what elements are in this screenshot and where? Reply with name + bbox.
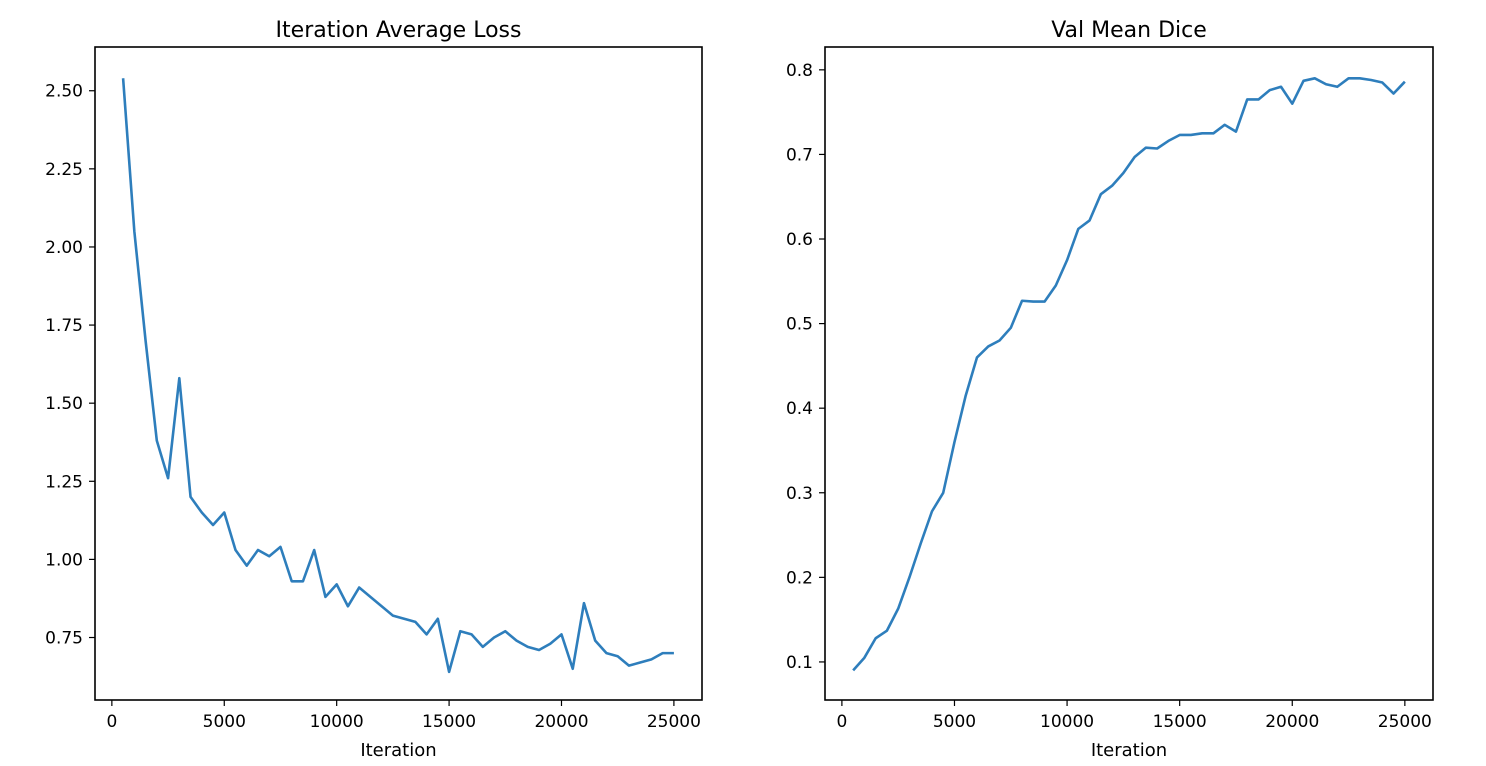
y-tick-label: 0.4	[786, 399, 813, 419]
y-tick-label: 1.75	[45, 316, 83, 336]
y-tick-label: 0.8	[786, 61, 813, 81]
series-line	[852, 77, 1406, 672]
chart-2: Val Mean Dice 0 5000 10000 15000 20000 25000 0.…	[786, 18, 1434, 761]
chart-title: Val Mean Dice	[1051, 18, 1207, 43]
x-axis-label: Iteration	[360, 740, 436, 761]
y-tick-label: 2.50	[45, 82, 83, 102]
chart-1: Iteration Average Loss 0 5000 10000 15000 200…	[45, 18, 703, 761]
y-tick-label: 2.00	[45, 238, 83, 258]
x-tick-label: 10000	[310, 712, 364, 732]
y-tick-label: 0.2	[786, 568, 813, 588]
axes-frame	[94, 46, 703, 701]
x-tick-label: 15000	[422, 712, 476, 732]
y-tick-label: 1.00	[45, 550, 83, 570]
y-tick-label: 0.7	[786, 145, 813, 165]
x-tick-label: 15000	[1153, 712, 1207, 732]
y-tick-label: 0.3	[786, 484, 813, 504]
x-axis-label: Iteration	[1091, 740, 1167, 761]
series-line	[121, 78, 674, 674]
y-tick-label: 1.50	[45, 394, 83, 414]
y-tick-label: 2.25	[45, 160, 83, 180]
x-tick-label: 25000	[1378, 712, 1432, 732]
axes-frame	[824, 46, 1434, 701]
x-tick-label: 5000	[203, 712, 246, 732]
x-tick-label: 20000	[1265, 712, 1319, 732]
x-tick-label: 5000	[933, 712, 976, 732]
x-tick-label: 10000	[1040, 712, 1094, 732]
x-tick-label: 0	[106, 712, 117, 732]
x-tick-label: 20000	[534, 712, 588, 732]
y-tick-label: 0.6	[786, 230, 813, 250]
x-tick-label: 0	[836, 712, 847, 732]
chart-title: Iteration Average Loss	[276, 18, 522, 43]
y-tick-label: 0.5	[786, 315, 813, 335]
y-tick-label: 0.75	[45, 629, 83, 649]
x-tick-label: 25000	[647, 712, 701, 732]
y-tick-label: 0.1	[786, 653, 813, 673]
y-tick-label: 1.25	[45, 472, 83, 492]
